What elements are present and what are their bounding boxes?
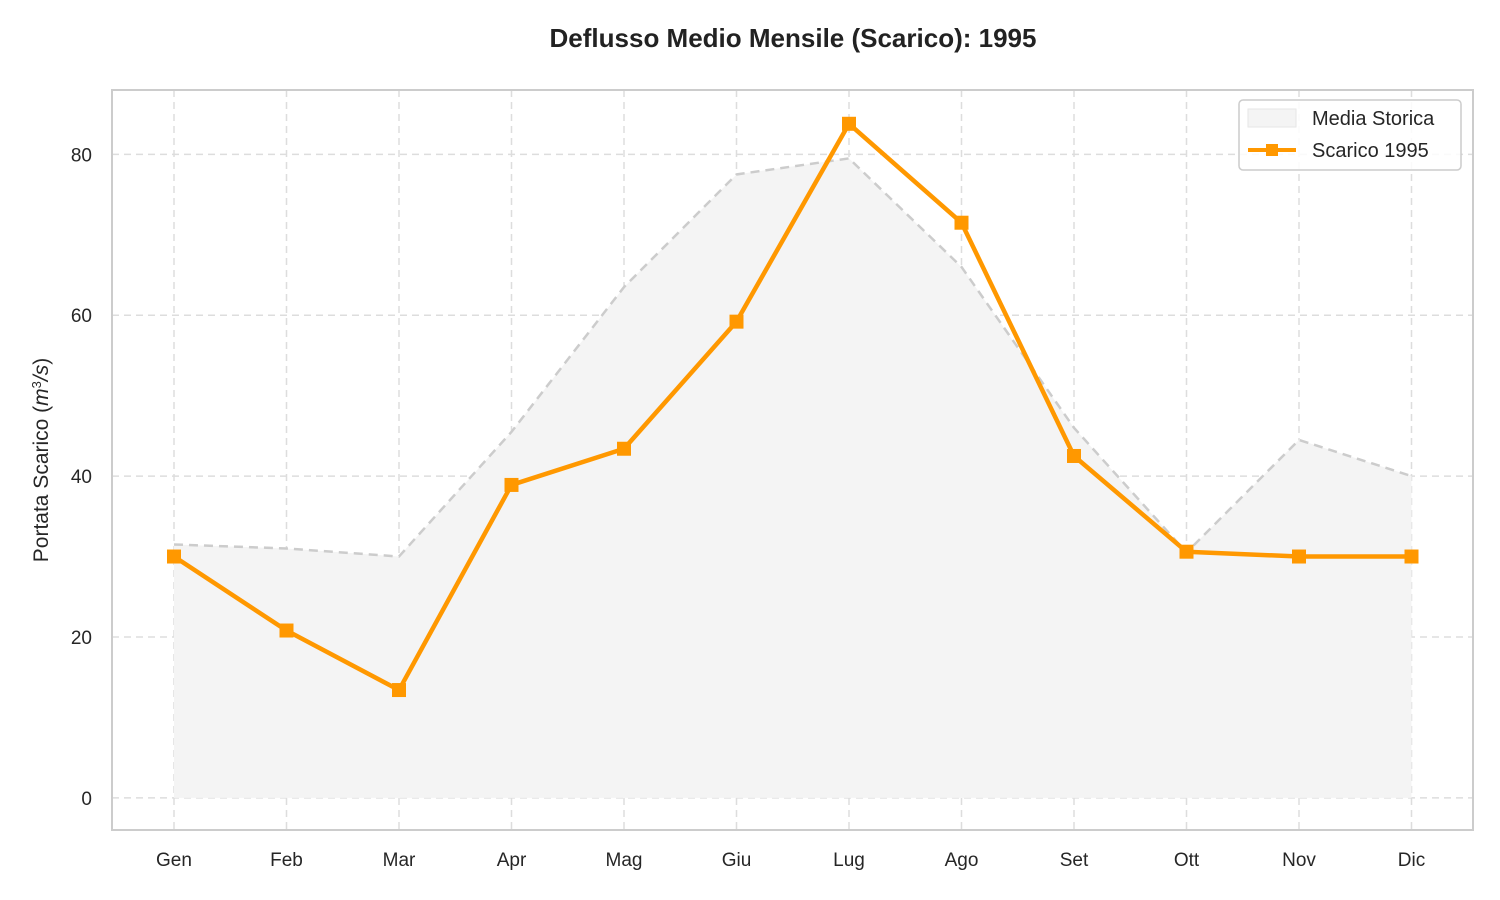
data-point-mag — [617, 441, 631, 456]
chart-title: Deflusso Medio Mensile (Scarico): 1995 — [550, 23, 1037, 53]
data-point-mar — [392, 683, 406, 698]
x-tick-label: Apr — [497, 850, 527, 871]
legend-marker-swatch — [1266, 144, 1278, 156]
x-tick-label: Ott — [1174, 850, 1200, 871]
y-axis-label-exp: 3 — [29, 381, 44, 388]
x-axis-ticks: Gen Feb Mar Apr Mag Giu Lug Ago Set Ott Nov Dic — [156, 850, 1425, 871]
y-axis-label-close: ) — [30, 358, 53, 365]
historical-area-fill — [174, 158, 1412, 798]
historical-area — [173, 157, 1412, 798]
data-point-ott — [1179, 544, 1194, 559]
data-point-gen — [167, 549, 181, 564]
legend-label-historical: Media Storica — [1312, 108, 1435, 130]
y-axis-label: Portata Scarico (m3/s) — [29, 358, 54, 562]
x-tick-label: Mag — [606, 850, 643, 871]
scarico-1995-line — [172, 121, 1412, 693]
y-tick-label: 0 — [81, 789, 92, 810]
y-axis-label-text: Portata Scarico ( — [30, 406, 53, 562]
plot-frame — [111, 89, 1474, 831]
x-tick-label: Dic — [1398, 850, 1425, 871]
data-point-lug — [842, 116, 856, 131]
x-tick-label: Gen — [156, 850, 192, 871]
x-tick-label: Nov — [1282, 850, 1316, 871]
x-tick-label: Ago — [945, 850, 979, 871]
y-tick-label: 80 — [71, 145, 92, 166]
data-point-set — [1067, 448, 1081, 463]
y-axis-label-unit-tail: /s — [30, 364, 53, 383]
data-point-ago — [954, 215, 969, 230]
y-axis-label-unit: m — [30, 388, 53, 406]
x-tick-label: Mar — [383, 850, 416, 871]
x-tick-label: Lug — [833, 850, 865, 871]
data-point-giu — [729, 314, 744, 329]
series-markers — [167, 116, 1419, 698]
data-point-nov — [1292, 549, 1306, 564]
y-axis-ticks: 0 20 40 60 80 — [71, 145, 92, 809]
data-point-feb — [279, 623, 294, 638]
series-line — [172, 121, 1412, 693]
legend: Media Storica Scarico 1995 — [1238, 99, 1462, 171]
x-tick-label: Set — [1060, 850, 1089, 871]
historical-line — [173, 157, 1412, 558]
x-tick-label: Giu — [722, 850, 752, 871]
data-point-dic — [1404, 549, 1419, 564]
data-point-apr — [504, 477, 519, 492]
legend-label-scarico: Scarico 1995 — [1312, 140, 1429, 162]
legend-area-swatch — [1247, 108, 1297, 128]
x-tick-label: Feb — [270, 850, 303, 871]
y-tick-label: 40 — [71, 467, 92, 488]
y-tick-label: 60 — [71, 306, 92, 327]
y-tick-label: 20 — [71, 628, 92, 649]
